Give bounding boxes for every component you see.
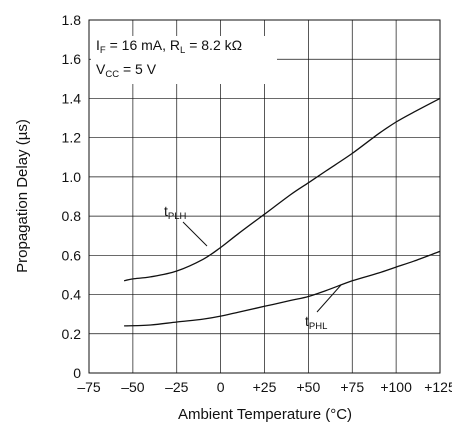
x-tick-label: 0: [217, 379, 225, 395]
x-tick-label: –25: [165, 379, 189, 395]
series-line-tphl: [124, 250, 441, 327]
x-tick-label: –50: [121, 379, 145, 395]
conditions-line-1: IF = 16 mA, RL = 8.2 kΩ: [96, 37, 242, 56]
curves: [123, 97, 441, 327]
tplh-leader-line: [182, 221, 208, 247]
x-tick-label: +125: [424, 379, 452, 395]
x-tick-label: –75: [77, 379, 101, 395]
tphl-label: tPHL: [305, 313, 327, 332]
y-tick-label: 1.4: [62, 90, 82, 106]
y-tick-label: 0.8: [62, 208, 82, 224]
conditions-box: [91, 36, 277, 84]
y-tick-label: 0.2: [62, 326, 82, 342]
tplh-label: tPLH: [164, 203, 187, 222]
y-tick-label: 1.8: [62, 12, 82, 28]
plot-frame: [88, 19, 441, 374]
x-tick-label: +25: [253, 379, 277, 395]
tphl-leader-line: [316, 284, 342, 313]
conditions-line-2: VCC = 5 V: [96, 61, 157, 80]
x-tick-label: +50: [297, 379, 321, 395]
y-tick-label: 1.6: [62, 51, 82, 67]
y-axis-title: Propagation Delay (µs): [14, 119, 31, 273]
y-tick-label: 0.4: [62, 287, 82, 303]
x-tick-label: +100: [380, 379, 412, 395]
series-line-tplh: [123, 97, 441, 282]
y-tick-label: 1.0: [62, 169, 82, 185]
y-tick-label: 1.2: [62, 130, 82, 146]
x-tick-label: +75: [340, 379, 364, 395]
x-axis-ticks: –75 –50 –25 0 +25 +50 +75 +100 +125: [77, 379, 452, 395]
y-tick-label: 0: [73, 365, 81, 381]
y-tick-label: 0.6: [62, 247, 82, 263]
y-axis-ticks: 0 0.2 0.4 0.6 0.8 1.0 1.2 1.4 1.6 1.8: [62, 12, 82, 381]
x-axis-title: Ambient Temperature (°C): [178, 406, 352, 423]
